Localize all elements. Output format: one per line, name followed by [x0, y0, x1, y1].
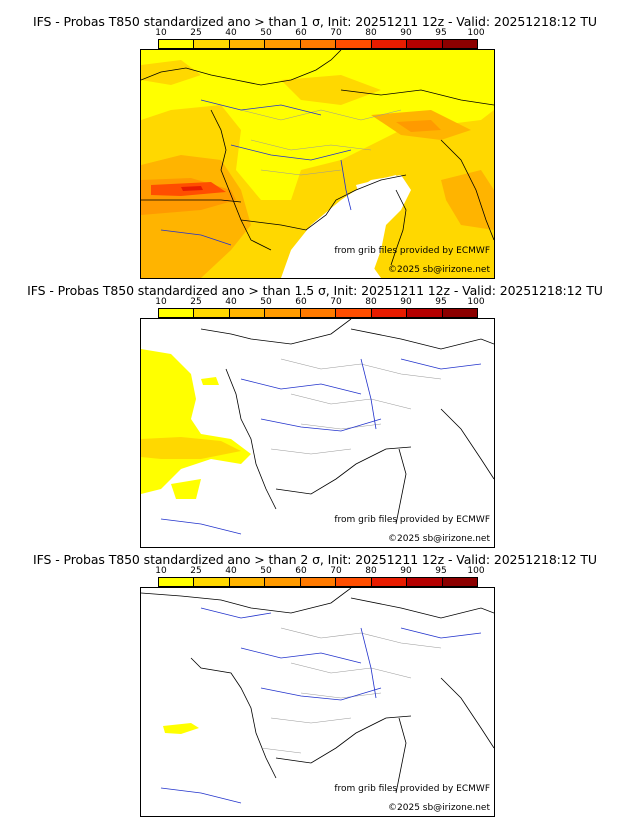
panel-title: IFS - Probas T850 standardized ano > tha… — [27, 283, 603, 298]
colorbar-tick: 90 — [400, 297, 412, 307]
colorbar-segment — [229, 578, 266, 586]
colorbar — [158, 39, 478, 49]
colorbar-segment — [407, 309, 443, 317]
panel-2: IFS - Probas T850 standardized ano > tha… — [0, 283, 630, 549]
colorbar-segment — [265, 40, 301, 48]
colorbar-tick: 80 — [365, 28, 377, 38]
colorbar-segment — [336, 578, 372, 586]
colorbar-tick: 70 — [330, 28, 342, 38]
colorbar-segment — [229, 40, 266, 48]
colorbar-tick: 60 — [295, 28, 307, 38]
colorbar-segment — [300, 309, 337, 317]
panel-title: IFS - Probas T850 standardized ano > tha… — [33, 14, 597, 29]
colorbar-tick: 95 — [435, 566, 447, 576]
colorbar-tick: 10 — [155, 297, 167, 307]
colorbar-tick: 100 — [467, 297, 485, 307]
colorbar-segment — [159, 40, 195, 48]
colorbar-tick: 25 — [190, 566, 202, 576]
panel-1: IFS - Probas T850 standardized ano > tha… — [0, 14, 630, 280]
colorbar-segment — [265, 578, 301, 586]
colorbar-tick: 25 — [190, 28, 202, 38]
colorbar-tick: 100 — [467, 566, 485, 576]
source-credit: from grib files provided by ECMWF — [334, 246, 490, 256]
colorbar-segment — [194, 309, 230, 317]
colorbar-segment — [265, 309, 301, 317]
copyright: ©2025 sb@irizone.net — [388, 534, 490, 544]
colorbar-segment — [336, 309, 372, 317]
copyright: ©2025 sb@irizone.net — [388, 265, 490, 275]
colorbar-tick: 60 — [295, 297, 307, 307]
colorbar-segment — [371, 578, 408, 586]
colorbar-tick: 50 — [260, 28, 272, 38]
panel-title: IFS - Probas T850 standardized ano > tha… — [33, 552, 597, 567]
colorbar-tick: 100 — [467, 28, 485, 38]
colorbar-tick: 80 — [365, 566, 377, 576]
colorbar-tick: 50 — [260, 297, 272, 307]
copyright: ©2025 sb@irizone.net — [388, 803, 490, 813]
colorbar-tick: 10 — [155, 28, 167, 38]
colorbar-tick: 40 — [225, 566, 237, 576]
colorbar-tick: 70 — [330, 566, 342, 576]
colorbar-segment — [194, 578, 230, 586]
colorbar-segment — [300, 578, 337, 586]
colorbar-tick: 50 — [260, 566, 272, 576]
source-credit: from grib files provided by ECMWF — [334, 784, 490, 794]
colorbar — [158, 308, 478, 318]
colorbar-tick: 80 — [365, 297, 377, 307]
colorbar-segment — [442, 578, 477, 586]
colorbar-tick: 40 — [225, 28, 237, 38]
colorbar-tick: 10 — [155, 566, 167, 576]
colorbar-ticks: 10 25 40 50 60 70 80 90 95 100 — [143, 297, 493, 308]
colorbar — [158, 577, 478, 587]
colorbar-segment — [371, 40, 408, 48]
panel-3: IFS - Probas T850 standardized ano > tha… — [0, 552, 630, 818]
colorbar-tick: 90 — [400, 566, 412, 576]
colorbar-ticks: 10 25 40 50 60 70 80 90 95 100 — [143, 566, 493, 577]
colorbar-segment — [442, 309, 477, 317]
colorbar-tick: 40 — [225, 297, 237, 307]
colorbar-ticks: 10 25 40 50 60 70 80 90 95 100 — [143, 28, 493, 39]
colorbar-segment — [159, 578, 195, 586]
colorbar-segment — [407, 40, 443, 48]
colorbar-tick: 95 — [435, 297, 447, 307]
colorbar-tick: 95 — [435, 28, 447, 38]
colorbar-tick: 25 — [190, 297, 202, 307]
colorbar-segment — [194, 40, 230, 48]
source-credit: from grib files provided by ECMWF — [334, 515, 490, 525]
colorbar-segment — [159, 309, 195, 317]
colorbar-segment — [442, 40, 477, 48]
probability-map: from grib files provided by ECMWF ©2025 … — [140, 49, 495, 279]
colorbar-segment — [336, 40, 372, 48]
probability-map: from grib files provided by ECMWF ©2025 … — [140, 587, 495, 817]
probability-map: from grib files provided by ECMWF ©2025 … — [140, 318, 495, 548]
colorbar-tick: 70 — [330, 297, 342, 307]
colorbar-tick: 60 — [295, 566, 307, 576]
colorbar-tick: 90 — [400, 28, 412, 38]
colorbar-segment — [371, 309, 408, 317]
colorbar-segment — [300, 40, 337, 48]
colorbar-segment — [407, 578, 443, 586]
colorbar-segment — [229, 309, 266, 317]
